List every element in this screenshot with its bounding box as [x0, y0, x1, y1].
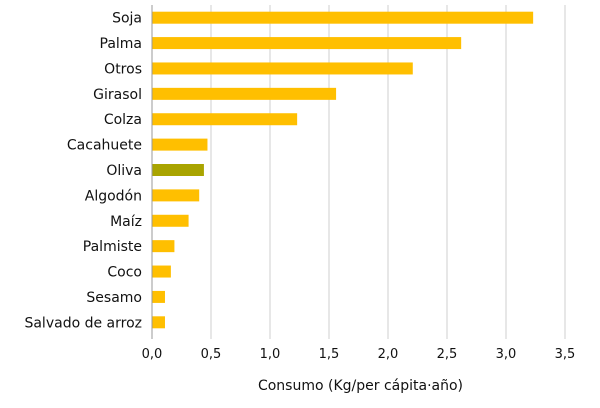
- category-label: Coco: [107, 265, 142, 281]
- grid-lines: [210, 5, 566, 339]
- category-label: Otros: [104, 61, 142, 77]
- bar-palma: [152, 37, 462, 50]
- x-tick-label: 0,0: [142, 347, 163, 362]
- bar-oliva: [152, 164, 204, 176]
- category-label: Palma: [100, 36, 143, 52]
- category-label: Cacahuete: [67, 138, 142, 154]
- bars: [152, 11, 534, 329]
- category-label: Colza: [104, 112, 142, 128]
- bar-sesamo: [152, 290, 165, 303]
- category-label: Sesamo: [86, 290, 142, 306]
- x-tick-label: 2,5: [437, 347, 458, 362]
- bar-palmiste: [152, 240, 175, 253]
- category-labels: Soja Palma Otros Girasol Colza Cacahuete Oliva…: [24, 11, 142, 332]
- category-label: Maíz: [110, 214, 142, 230]
- bar-girasol: [152, 87, 337, 100]
- bar-cacahuete: [152, 138, 208, 151]
- x-axis-title: Consumo (Kg/per cápita·año): [258, 378, 463, 394]
- bar-soja: [152, 11, 534, 24]
- x-tick-label: 2,0: [378, 347, 399, 362]
- category-label: Salvado de arroz: [24, 315, 142, 331]
- x-tick-label: 3,5: [555, 347, 576, 362]
- x-tick-label: 1,0: [260, 347, 281, 362]
- bar-coco: [152, 265, 171, 278]
- x-tick-label: 3,0: [496, 347, 517, 362]
- category-label: Soja: [112, 11, 142, 27]
- x-tick-labels: 0,0 0,5 1,0 1,5 2,0 2,5 3,0 3,5: [142, 347, 576, 362]
- category-label: Oliva: [106, 163, 142, 179]
- category-label: Palmiste: [83, 239, 142, 255]
- bar-salvado-de-arroz: [152, 316, 165, 329]
- bar-colza: [152, 113, 298, 126]
- bar-algodón: [152, 189, 200, 202]
- bar-otros: [152, 62, 413, 75]
- x-tick-label: 0,5: [201, 347, 222, 362]
- x-tick-label: 1,5: [319, 347, 340, 362]
- bar-maíz: [152, 214, 189, 227]
- category-label: Girasol: [93, 87, 142, 103]
- category-label: Algodón: [85, 188, 142, 204]
